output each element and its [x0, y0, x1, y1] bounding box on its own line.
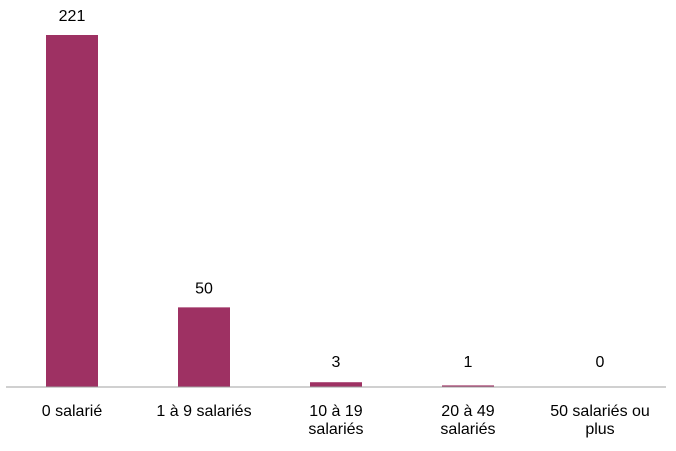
category-label-4: 50 salariés ou plus — [550, 403, 650, 438]
category-label-2: 10 à 19 salariés — [308, 403, 363, 438]
data-label-0: 221 — [59, 8, 86, 25]
category-label-2-line-1: salariés — [308, 421, 363, 438]
bar-2 — [310, 382, 362, 387]
category-label-3: 20 à 49 salariés — [440, 403, 495, 438]
category-label-4-line-0: 50 salariés ou — [550, 403, 650, 420]
data-label-2: 3 — [332, 354, 341, 371]
data-label-4: 0 — [596, 354, 605, 371]
value-labels-layer: 221 50 3 1 0 — [59, 8, 605, 371]
category-label-1: 1 à 9 salariés — [156, 403, 251, 420]
data-label-1: 50 — [195, 280, 213, 297]
bar-1 — [178, 307, 230, 387]
bar-0 — [46, 35, 98, 387]
bars-layer — [46, 35, 494, 387]
category-label-1-line-0: 1 à 9 salariés — [156, 403, 251, 420]
category-label-3-line-0: 20 à 49 — [441, 403, 494, 420]
category-label-2-line-0: 10 à 19 — [309, 403, 362, 420]
category-label-4-line-1: plus — [585, 421, 614, 438]
category-label-3-line-1: salariés — [440, 421, 495, 438]
category-label-0: 0 salarié — [42, 403, 103, 420]
category-labels-layer: 0 salarié 1 à 9 salariés 10 à 19 salariés20… — [42, 403, 650, 438]
data-label-3: 1 — [464, 354, 473, 371]
category-label-0-line-0: 0 salarié — [42, 403, 103, 420]
